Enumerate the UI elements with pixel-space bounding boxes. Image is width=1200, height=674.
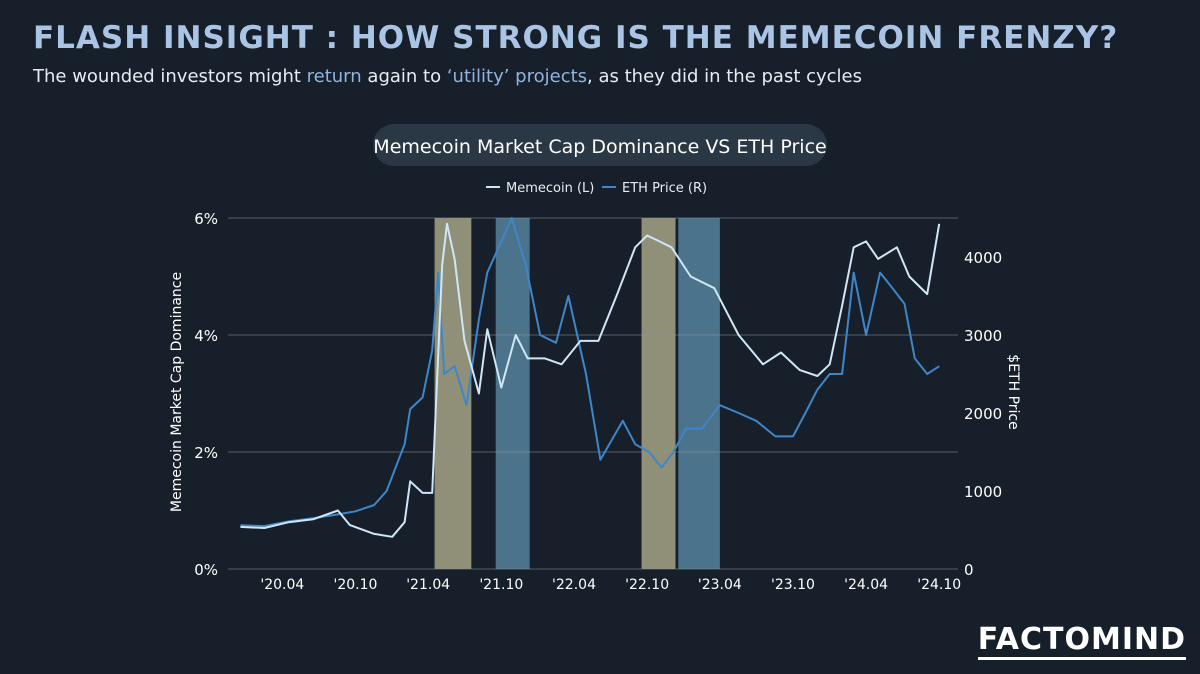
legend-label-eth: ETH Price (R)	[622, 181, 707, 196]
subtitle-highlight-utility: ‘utility’ projects	[446, 66, 588, 87]
subtitle-highlight-return: return	[306, 66, 362, 87]
highlight-band-4	[678, 218, 720, 569]
x-tick: '20.04	[260, 577, 304, 593]
series-line-memecoin	[240, 222, 941, 538]
chart-title: Memecoin Market Cap Dominance VS ETH Pri…	[373, 136, 826, 158]
subtitle-text-1: The wounded investors might	[33, 66, 307, 87]
axis-ticks: 0% 2% 4% 6% 0 1000 2000 3000 4000 '20.04 '20.10 '21…	[194, 210, 1002, 593]
x-tick: '24.04	[844, 577, 888, 593]
x-tick: '20.10	[333, 577, 377, 593]
subtitle-text-3: , as they did in the past cycles	[587, 66, 862, 87]
legend-label-memecoin: Memecoin (L)	[506, 181, 594, 196]
x-tick: '21.04	[406, 577, 450, 593]
y-tick-left: 2%	[194, 444, 218, 462]
chart-title-pill	[373, 124, 827, 166]
y-axis-label-right: $ETH Price	[1005, 354, 1021, 429]
y-tick-left: 0%	[194, 561, 218, 579]
x-tick: '23.10	[771, 577, 815, 593]
series-line-eth-price	[240, 217, 940, 528]
y-tick-right: 0	[964, 561, 974, 579]
series-lines	[240, 217, 941, 538]
subtitle-text-2: again to	[361, 66, 447, 87]
legend: Memecoin (L) ETH Price (R)	[486, 181, 707, 196]
y-tick-right: 3000	[964, 327, 1002, 345]
x-tick: '24.10	[917, 577, 961, 593]
memecoin-vs-eth-chart: Memecoin Market Cap Dominance VS ETH Pri…	[169, 124, 1021, 593]
page-title: FLASH INSIGHT : HOW STRONG IS THE MEMECO…	[33, 20, 1119, 56]
x-tick: '21.10	[479, 577, 523, 593]
x-tick: '22.10	[625, 577, 669, 593]
highlight-band-2	[495, 218, 530, 569]
y-tick-left: 6%	[194, 210, 218, 228]
y-tick-left: 4%	[194, 327, 218, 345]
page-subtitle: The wounded investors might return again…	[33, 66, 862, 87]
y-axis-label-left: Memecoin Market Cap Dominance	[169, 272, 185, 512]
y-tick-right: 2000	[964, 405, 1002, 423]
highlight-band-1	[434, 218, 472, 569]
factomind-logo: FACTOMIND	[977, 625, 1186, 660]
y-tick-right: 4000	[964, 249, 1002, 267]
x-tick: '23.04	[698, 577, 742, 593]
x-tick: '22.04	[552, 577, 596, 593]
highlight-bands	[434, 218, 720, 569]
highlight-band-3	[641, 218, 676, 569]
y-tick-right: 1000	[964, 483, 1002, 501]
